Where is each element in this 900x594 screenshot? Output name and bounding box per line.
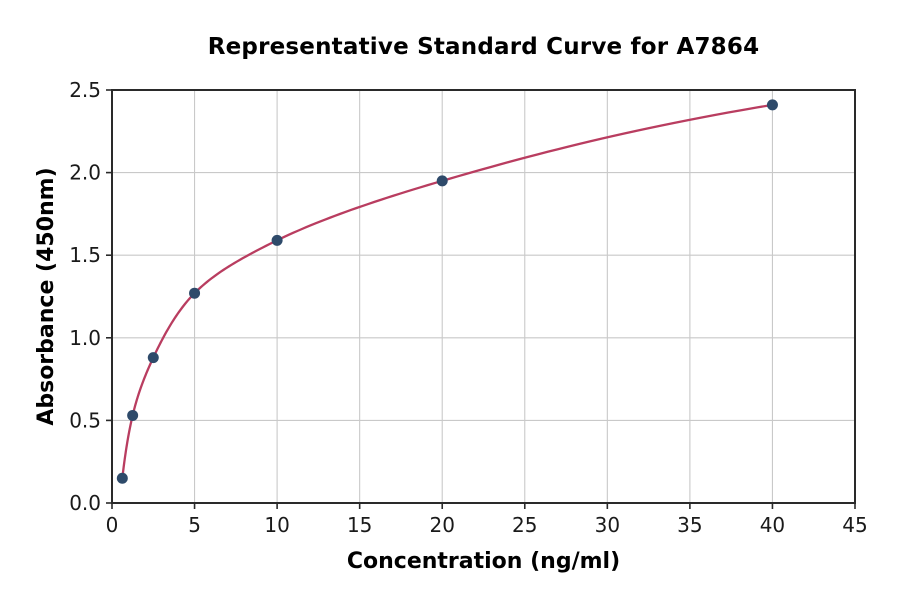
fitted-curve bbox=[121, 103, 774, 480]
data-point bbox=[127, 409, 139, 421]
data-point bbox=[116, 472, 128, 484]
y-tick-label: 2.5 bbox=[69, 78, 101, 102]
x-axis-label: Concentration (ng/ml) bbox=[346, 549, 621, 574]
data-point bbox=[766, 99, 778, 111]
x-tick-label: 40 bbox=[760, 513, 785, 537]
x-tick-label: 20 bbox=[429, 513, 454, 537]
x-tick-label: 0 bbox=[106, 513, 119, 537]
y-tick-label: 0.5 bbox=[69, 408, 101, 432]
x-tick-label: 25 bbox=[512, 513, 537, 537]
data-point bbox=[436, 175, 448, 187]
x-tick-label: 35 bbox=[677, 513, 702, 537]
x-tick-label: 5 bbox=[188, 513, 201, 537]
data-point bbox=[147, 352, 159, 364]
data-point bbox=[271, 234, 283, 246]
data-point bbox=[189, 287, 201, 299]
y-tick-label: 1.0 bbox=[69, 326, 101, 350]
y-tick-label: 2.0 bbox=[69, 161, 101, 185]
plot-frame bbox=[111, 89, 856, 504]
x-tick-label: 45 bbox=[842, 513, 867, 537]
y-tick-label: 1.5 bbox=[69, 243, 101, 267]
x-tick-label: 15 bbox=[347, 513, 372, 537]
x-tick-label: 10 bbox=[264, 513, 289, 537]
chart-title: Representative Standard Curve for A7864 bbox=[207, 34, 760, 60]
y-tick-label: 0.0 bbox=[69, 491, 101, 515]
x-tick-label: 30 bbox=[595, 513, 620, 537]
